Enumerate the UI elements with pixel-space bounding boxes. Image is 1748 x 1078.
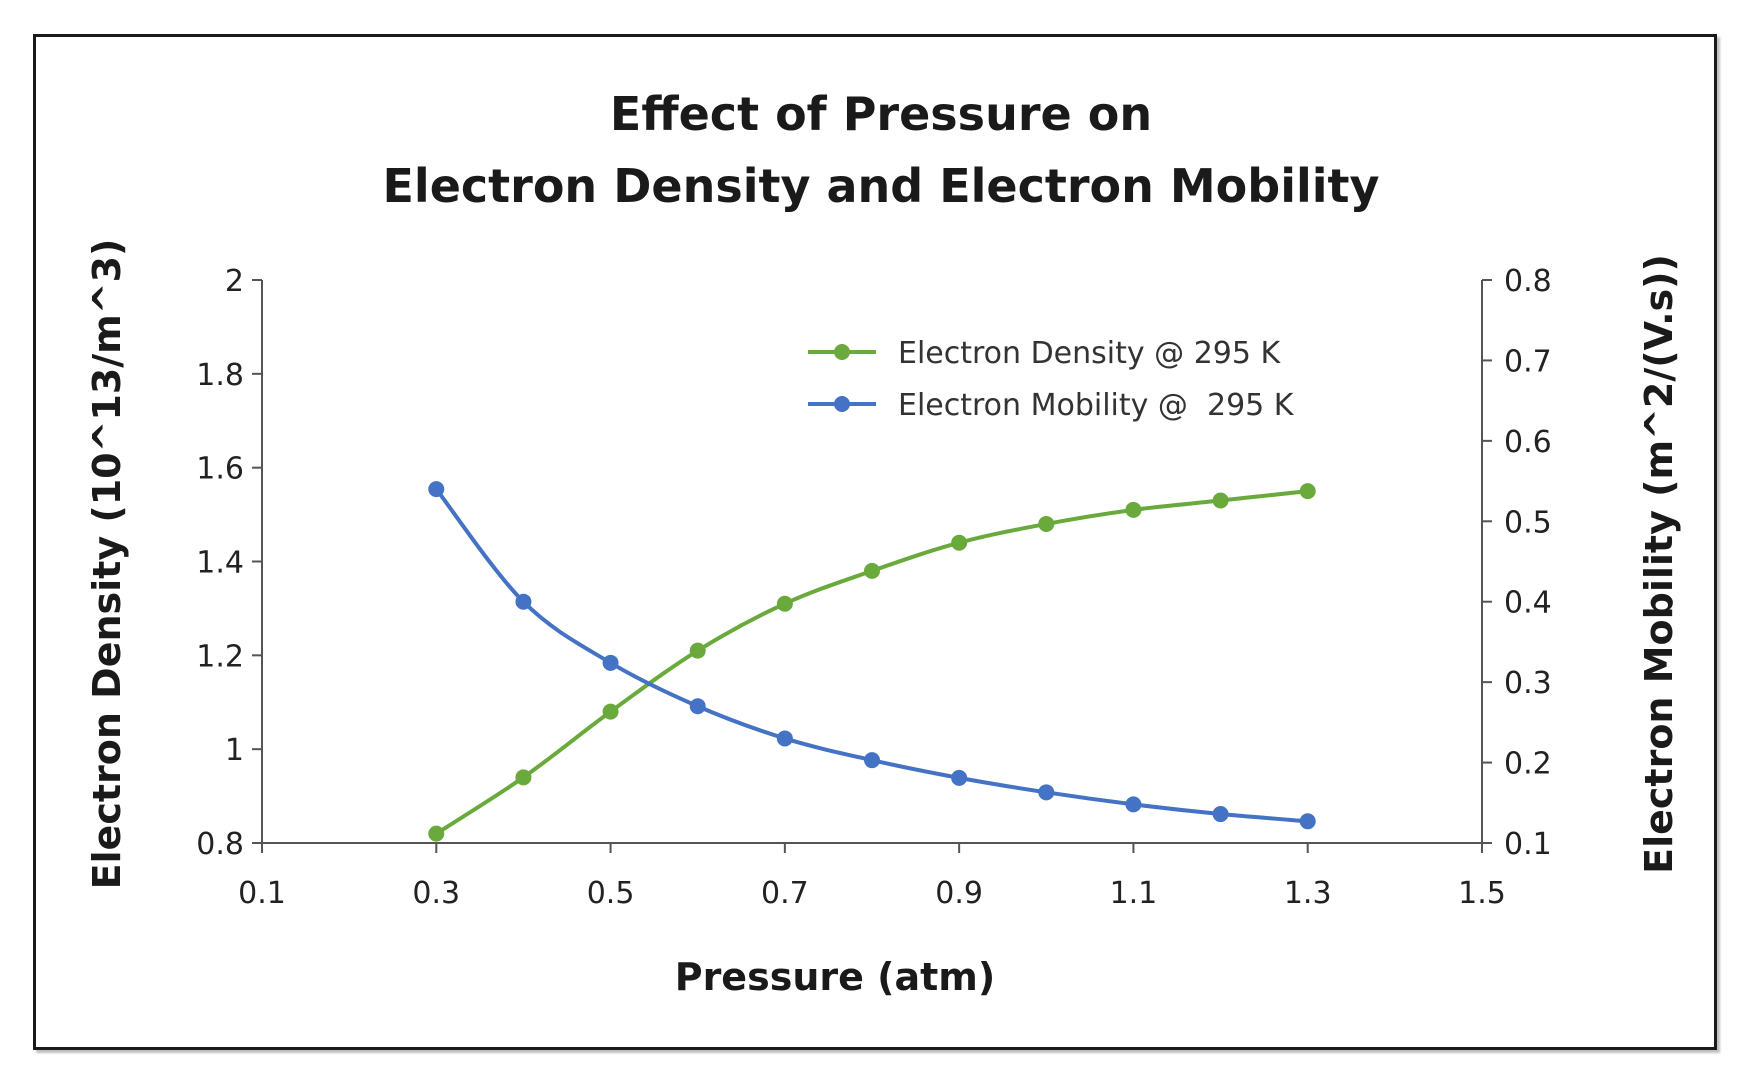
data-point [515, 769, 532, 786]
x-tick-label: 0.7 [761, 876, 809, 911]
y2-tick-label: 0.1 [1504, 827, 1552, 862]
chart-title-line-2: Electron Density and Electron Mobility [383, 159, 1380, 213]
y-tick-label: 0.8 [196, 827, 244, 862]
series-electron-mobility [428, 481, 1316, 830]
x-tick-label: 1.3 [1284, 876, 1332, 911]
chart-title-line-1: Effect of Pressure on [610, 87, 1152, 141]
data-point [602, 654, 619, 671]
y-tick-label: 2 [225, 264, 244, 299]
legend-item: Electron Density @ 295 K [808, 336, 1282, 371]
axes: 0.1 0.3 0.5 0.7 0.9 1.1 1.3 1.5 0.8 1 1.2 1.4 1.6 1.8… [196, 264, 1551, 911]
data-point [1038, 515, 1055, 532]
data-point [515, 593, 532, 610]
data-point [689, 698, 706, 715]
legend-item: Electron Mobility @ 295 K [808, 388, 1295, 423]
data-point [951, 534, 968, 551]
data-point [1212, 806, 1229, 823]
y-tick-label: 1.2 [196, 639, 244, 674]
chart-titles: Effect of Pressure on Electron Density a… [383, 87, 1380, 213]
x-tick-label: 1.5 [1458, 876, 1506, 911]
x-axis-title: Pressure (atm) [675, 955, 996, 999]
series-layer [428, 481, 1316, 842]
x-tick-label: 0.3 [412, 876, 460, 911]
data-point [602, 703, 619, 720]
chart-frame [33, 34, 1717, 1050]
data-point [1299, 483, 1316, 500]
legend: Electron Density @ 295 K Electron Mobilit… [808, 336, 1295, 423]
x-tick-label: 0.9 [935, 876, 983, 911]
legend-label: Electron Mobility @ 295 K [898, 388, 1295, 423]
y2-tick-label: 0.7 [1504, 344, 1552, 379]
data-point [1038, 784, 1055, 801]
series-electron-density [428, 483, 1316, 842]
legend-swatch-marker [834, 396, 850, 412]
legend-swatch-marker [834, 344, 850, 360]
data-point [1125, 501, 1142, 518]
data-point [1125, 796, 1142, 813]
data-point [951, 769, 968, 786]
y2-tick-label: 0.3 [1504, 666, 1552, 701]
y2-tick-label: 0.6 [1504, 425, 1552, 460]
legend-label: Electron Density @ 295 K [898, 336, 1282, 371]
data-point [1299, 813, 1316, 830]
data-point [864, 752, 880, 769]
y-axis-title: Electron Density (10^13/m^3) [85, 239, 129, 890]
y2-tick-label: 0.4 [1504, 586, 1552, 621]
series-line [435, 489, 1308, 836]
y-tick-label: 1.8 [196, 358, 244, 393]
data-point [428, 481, 445, 498]
y2-axis-title: Electron Mobility (m^2/(V.s)) [1637, 254, 1681, 874]
data-point [428, 825, 445, 842]
y2-tick-label: 0.2 [1504, 747, 1552, 782]
x-tick-label: 1.1 [1110, 876, 1158, 911]
series-line [434, 487, 1308, 824]
data-point [776, 595, 793, 612]
y-tick-label: 1.6 [196, 452, 244, 487]
x-tick-label: 0.1 [238, 876, 286, 911]
data-point [1212, 492, 1229, 509]
y-tick-label: 1 [225, 733, 244, 768]
y2-tick-label: 0.8 [1504, 264, 1552, 299]
data-point [864, 562, 880, 579]
y2-tick-label: 0.5 [1504, 505, 1552, 540]
y-tick-label: 1.4 [196, 546, 244, 581]
data-point [776, 730, 793, 747]
data-point [689, 642, 706, 659]
x-tick-label: 0.5 [587, 876, 635, 911]
